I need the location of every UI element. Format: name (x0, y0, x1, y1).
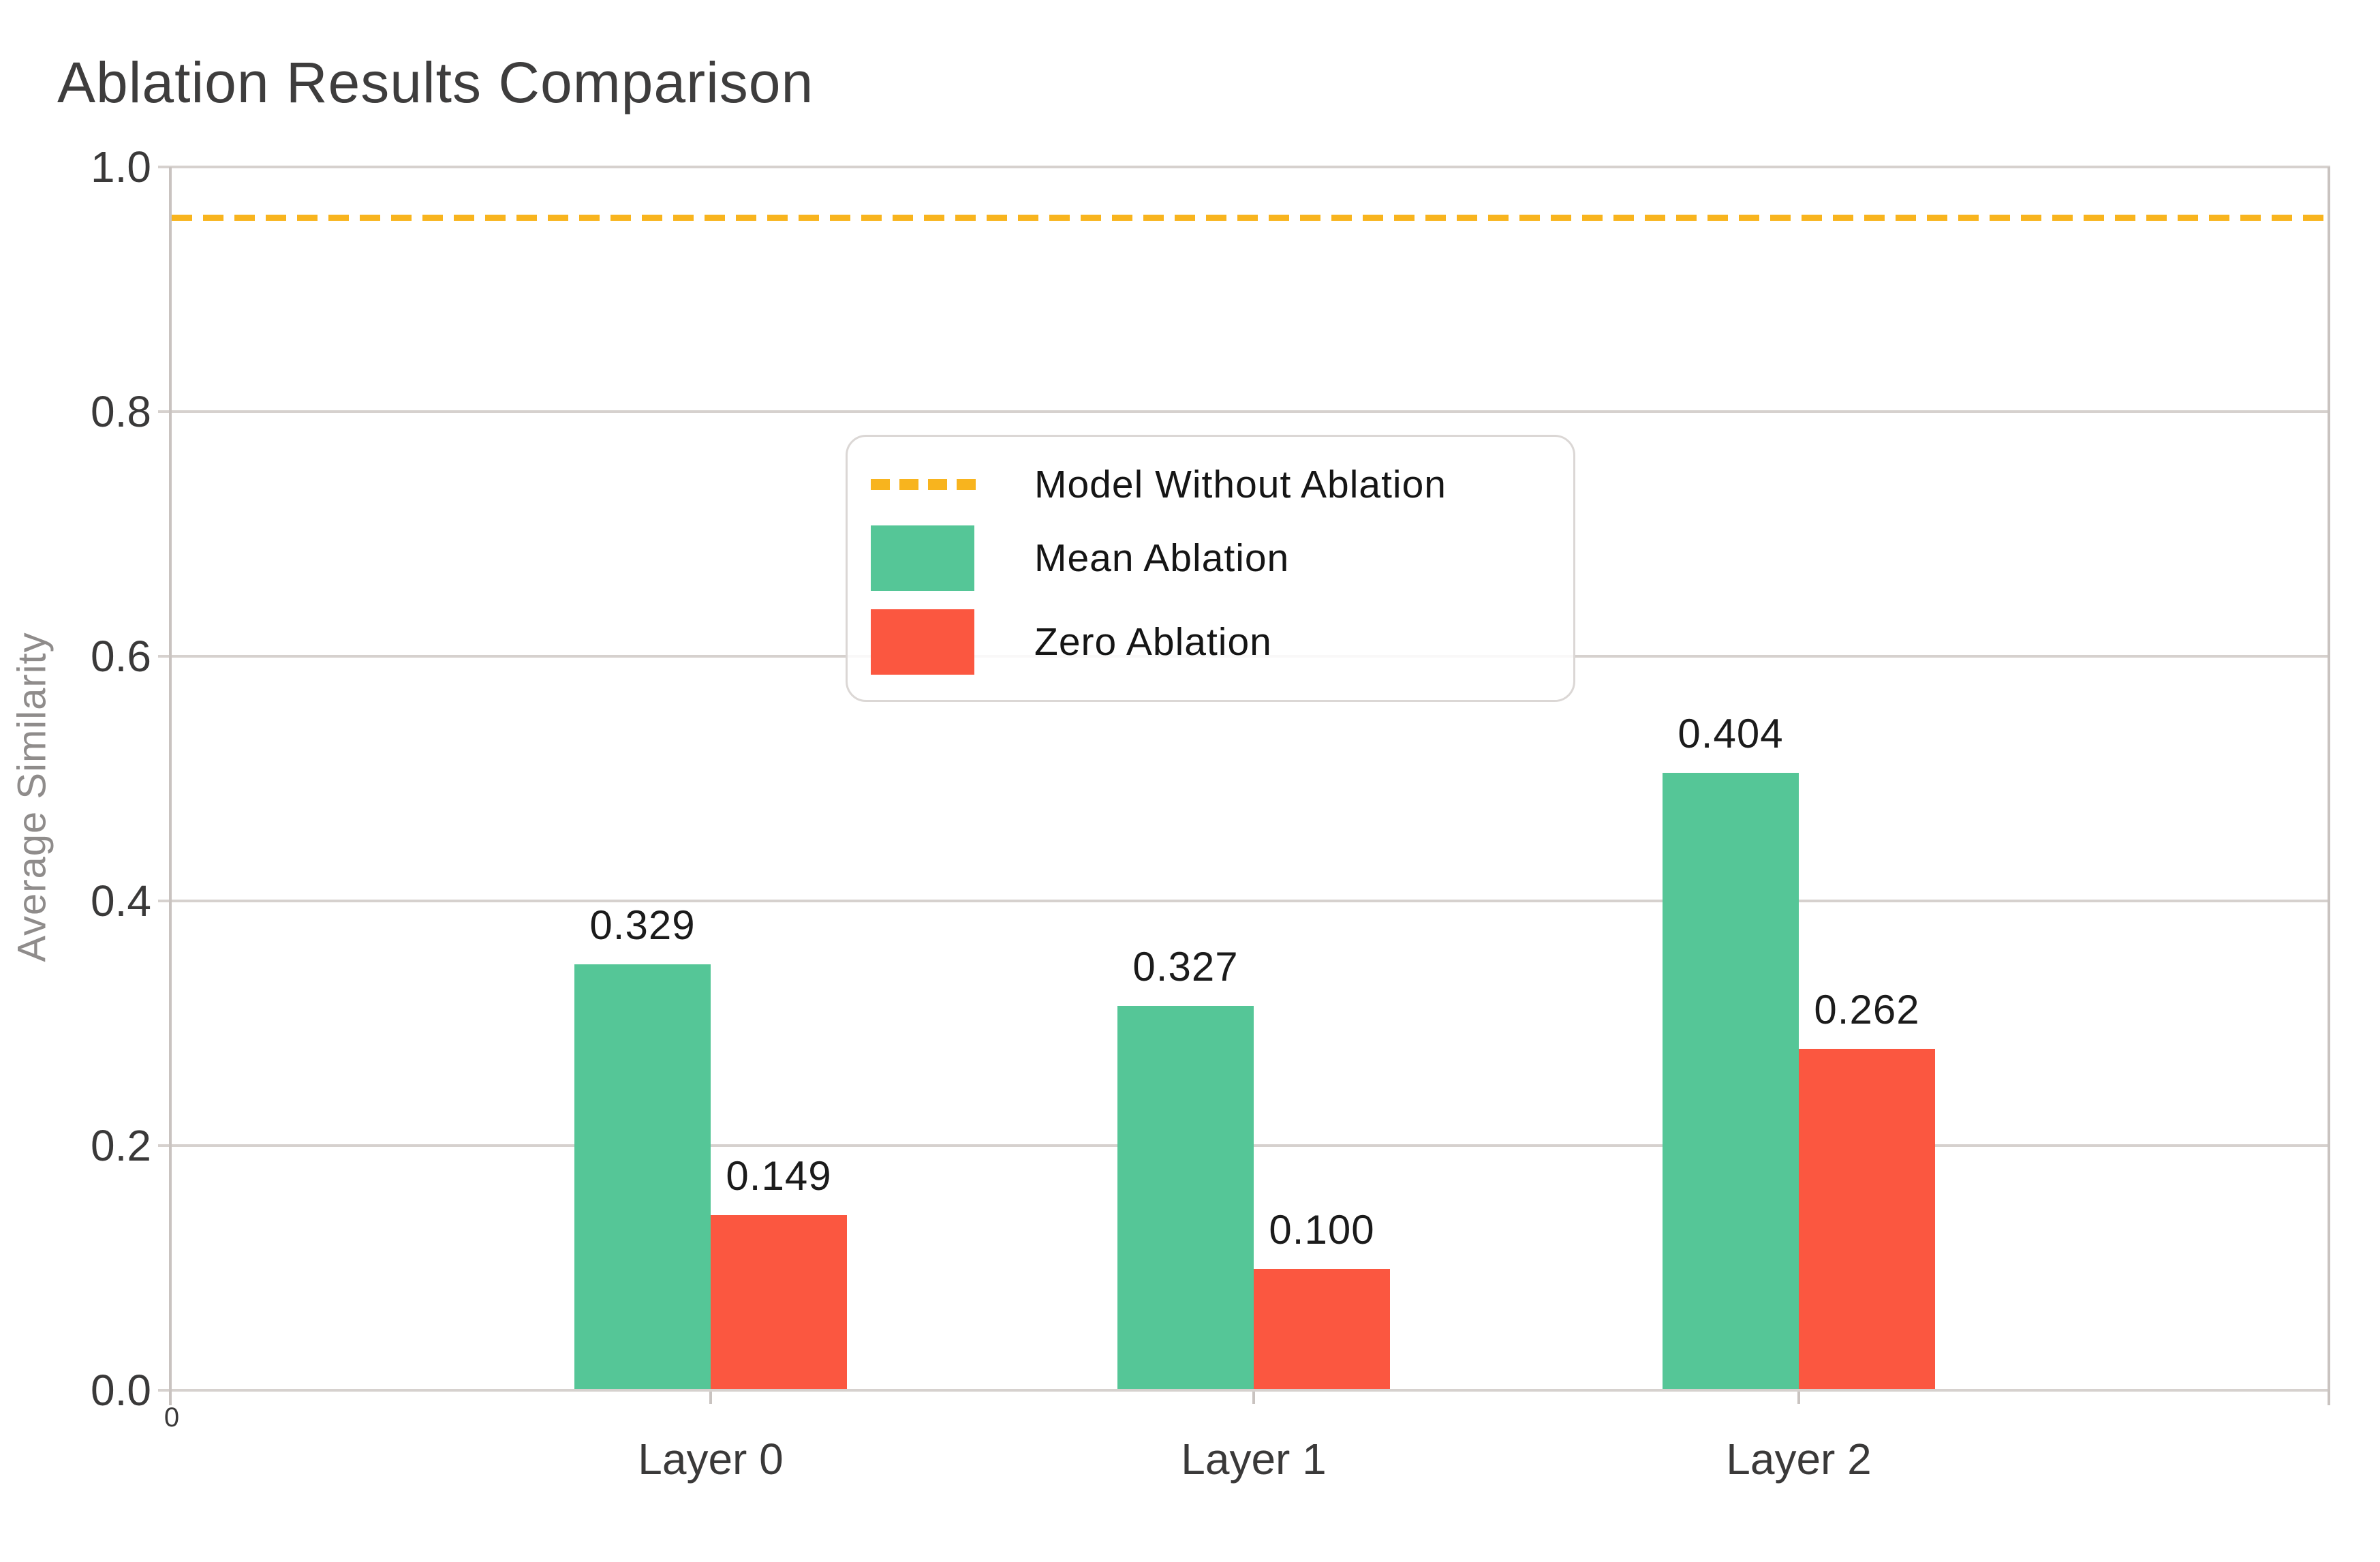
x-tick-mark (709, 1390, 712, 1404)
legend-item-zero-ablation: Zero Ablation (871, 609, 1560, 675)
legend-label: Model Without Ablation (1034, 463, 1447, 506)
red-square-swatch-icon (871, 609, 974, 675)
y-tick-label-0.8: 0.8 (91, 387, 151, 436)
bar-zero-ablation-layer-1 (1254, 1269, 1390, 1390)
legend-label: Mean Ablation (1034, 536, 1290, 580)
x-tick-mark (1797, 1390, 1800, 1404)
bar-zero-ablation-layer-2 (1799, 1049, 1935, 1390)
value-label-zero-ablation: 0.262 (1814, 987, 1920, 1032)
legend-item-model-without-ablation: Model Without Ablation (871, 462, 1560, 507)
x-tick-label-layer-2: Layer 2 (1726, 1435, 1872, 1484)
value-label-zero-ablation: 0.100 (1269, 1207, 1375, 1253)
value-label-mean-ablation: 0.329 (589, 902, 696, 948)
gridline-1.0 (158, 166, 2330, 168)
legend: Model Without Ablation Mean Ablation Zer… (846, 435, 1575, 702)
bar-mean-ablation-layer-2 (1663, 773, 1799, 1390)
green-square-swatch-icon (871, 525, 974, 591)
bar-zero-ablation-layer-0 (711, 1215, 847, 1390)
value-label-zero-ablation: 0.149 (726, 1153, 832, 1199)
gridline-0.8 (158, 410, 2330, 413)
bar-mean-ablation-layer-1 (1117, 1006, 1254, 1390)
plot-area: 1.0 0.8 0.6 0.4 0.2 0.0 0.329 0.149 0.327 0.100 0.… (91, 142, 2330, 1415)
x-axis-origin-tick-label: 0 (164, 1403, 180, 1433)
value-label-mean-ablation: 0.327 (1132, 944, 1239, 990)
y-tick-label-0.2: 0.2 (91, 1121, 151, 1170)
right-frame-line (2328, 167, 2330, 1405)
gridline-0.4 (158, 900, 2330, 902)
x-tick-label-layer-1: Layer 1 (1181, 1435, 1327, 1484)
page-title: Ablation Results Comparison (57, 50, 814, 114)
legend-label: Zero Ablation (1034, 620, 1272, 664)
legend-item-mean-ablation: Mean Ablation (871, 525, 1560, 591)
y-tick-label-0.0: 0.0 (91, 1366, 151, 1415)
gridline-0.0 (158, 1389, 2330, 1392)
y-axis-title: Average Similarity (10, 632, 55, 962)
value-label-mean-ablation: 0.404 (1678, 711, 1784, 756)
y-axis-line (169, 167, 172, 1405)
dashed-line-swatch-icon (871, 479, 981, 490)
x-tick-label-layer-0: Layer 0 (638, 1435, 784, 1484)
y-tick-label-0.6: 0.6 (91, 632, 151, 681)
y-tick-label-0.4: 0.4 (91, 876, 151, 925)
reference-dashed-line-model-without-ablation (172, 215, 2330, 221)
x-tick-mark (1252, 1390, 1255, 1404)
bar-mean-ablation-layer-0 (574, 964, 711, 1390)
y-tick-label-1.0: 1.0 (91, 142, 151, 192)
